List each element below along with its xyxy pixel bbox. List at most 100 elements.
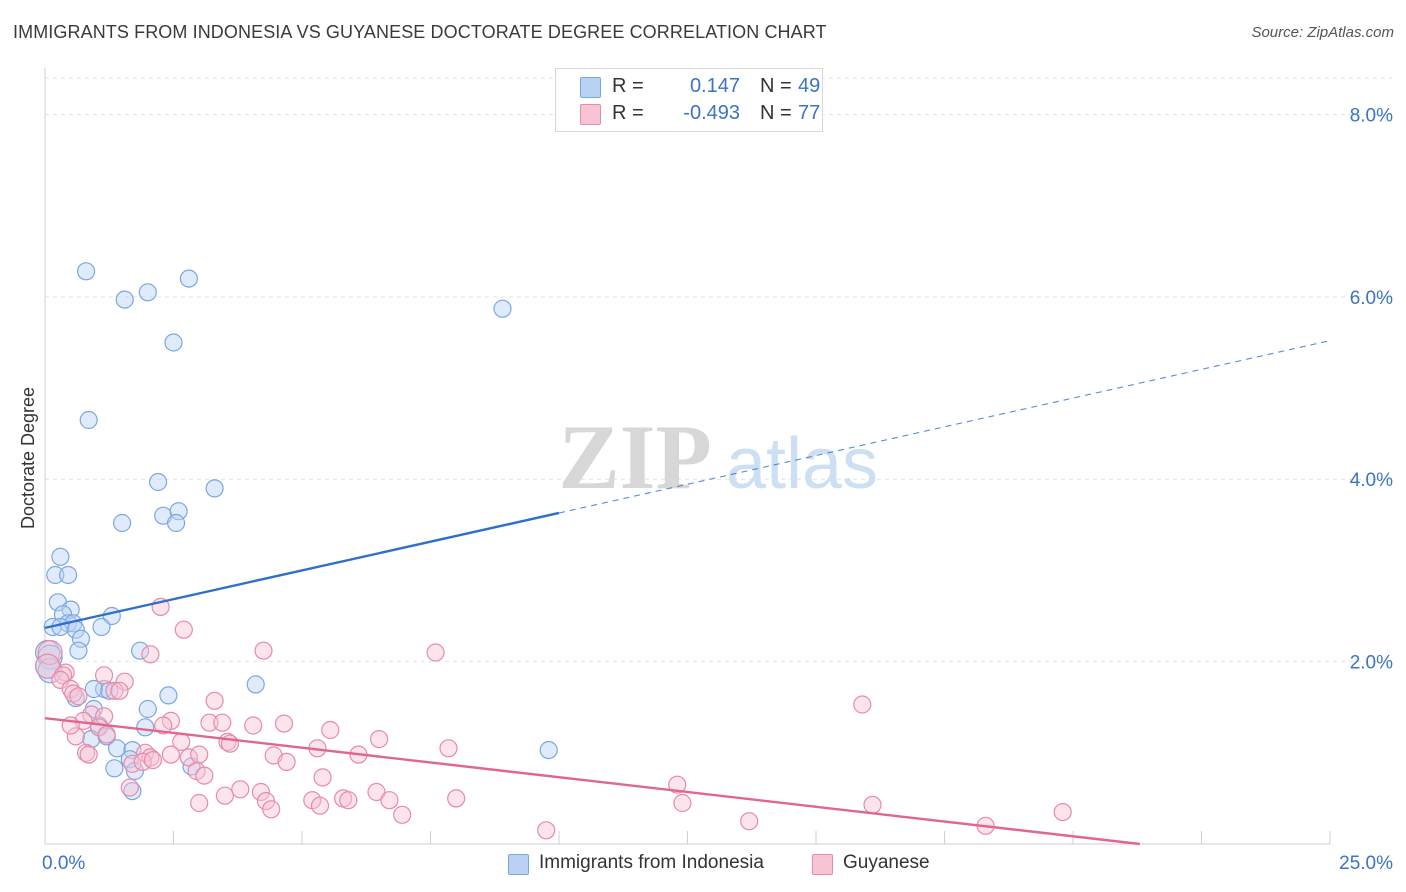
guyanese-point: [69, 687, 88, 706]
legend-r-label: R =: [612, 102, 644, 124]
watermark-atlas: atlas: [726, 424, 878, 504]
data-points: [34, 262, 1072, 840]
legend-swatch-guyanese: [580, 104, 601, 125]
y-tick-label: 6.0%: [1350, 288, 1393, 309]
legend-n-label: N =: [760, 102, 792, 124]
series-legend-label-guyanese: Guyanese: [843, 852, 930, 873]
indonesia-point: [51, 617, 70, 637]
guyanese-point: [105, 681, 124, 700]
indonesia-point: [71, 629, 91, 648]
indonesia-point: [125, 761, 144, 781]
guyanese-point: [51, 670, 70, 690]
indonesia-point: [107, 739, 127, 758]
guyanese-point: [274, 714, 294, 733]
indonesia-point: [138, 283, 157, 302]
indonesia-point: [179, 269, 198, 288]
guyanese-point: [213, 713, 232, 732]
guyanese-point: [321, 720, 340, 740]
guyanese-point: [79, 745, 98, 764]
guyanese-point: [537, 821, 556, 840]
guyanese-point: [251, 782, 270, 802]
indonesia-point: [164, 333, 183, 352]
guyanese-point: [115, 672, 134, 691]
legend-r-value-indonesia: 0.147: [689, 75, 740, 97]
watermark: ZIP atlas: [558, 406, 878, 508]
guyanese-point: [740, 812, 759, 831]
y-tick-label: 4.0%: [1350, 470, 1393, 491]
legend-n-value-indonesia: 49: [798, 75, 821, 97]
guyanese-point: [853, 695, 872, 714]
indonesia-point: [105, 759, 124, 778]
stats-legend: R = 0.147 N = 49 R = -0.493 N = 77: [555, 68, 823, 132]
guyanese-point: [174, 620, 193, 639]
x-tick-label: 25.0%: [1339, 853, 1393, 874]
indonesia-point: [69, 641, 88, 660]
trend-lines: [44, 340, 1331, 846]
indonesia-point: [138, 699, 157, 719]
guyanese-point: [673, 793, 692, 813]
indonesia-point: [205, 479, 224, 498]
guyanese-point: [97, 725, 116, 744]
indonesia-point: [136, 718, 155, 737]
indonesia-point: [92, 617, 111, 637]
y-axis-title: Doctorate Degree: [18, 387, 38, 529]
guyanese-point: [154, 716, 173, 735]
indonesia-point: [493, 299, 512, 318]
watermark-zip: ZIP: [558, 406, 711, 508]
legend-n-label: N =: [760, 75, 792, 97]
legend-n-value-guyanese: 77: [798, 102, 821, 124]
guyanese-point: [426, 643, 445, 662]
legend-r-label: R =: [612, 75, 644, 97]
indonesia-point: [112, 513, 132, 533]
guyanese-point: [310, 796, 330, 815]
indonesia-point: [76, 262, 96, 281]
guyanese-point: [66, 727, 85, 746]
guyanese-point: [863, 795, 882, 814]
series-legend-label-indonesia: Immigrants from Indonesia: [539, 852, 764, 873]
guyanese-point: [262, 800, 281, 819]
guyanese-point: [244, 716, 263, 735]
indonesia-point: [159, 686, 178, 705]
guyanese-point: [76, 743, 96, 762]
guyanese-point: [439, 739, 458, 758]
guyanese-point: [190, 793, 209, 813]
guyanese-point: [94, 666, 114, 685]
indonesia-point: [149, 472, 168, 492]
guyanese-point: [1053, 802, 1072, 822]
indonesia-point: [46, 565, 65, 585]
guyanese-point: [110, 681, 129, 700]
guyanese-point: [668, 775, 687, 794]
series-legend-swatch-indonesia: [508, 854, 529, 875]
axes: [44, 68, 1331, 845]
indonesia-point: [58, 565, 78, 585]
guyanese-point: [143, 750, 162, 770]
series-legend-swatch-guyanese: [812, 854, 833, 875]
legend-r-value-guyanese: -0.493: [683, 102, 740, 124]
guyanese-point: [339, 791, 358, 810]
chart-title: IMMIGRANTS FROM INDONESIA VS GUYANESE DO…: [13, 22, 827, 42]
indonesia-point: [169, 502, 188, 521]
indonesia-point: [115, 290, 134, 309]
guyanese-point: [161, 745, 180, 764]
indonesia-trend-line: [44, 511, 560, 630]
axis-labels: 2.0% 4.0% 6.0% 8.0% 0.0% 25.0% Doctorate Degre…: [18, 105, 1393, 874]
indonesia-point: [167, 513, 186, 533]
guyanese-trend-line: [44, 716, 1140, 846]
guyanese-point: [254, 641, 273, 660]
x-tick-label: 0.0%: [42, 853, 85, 874]
guyanese-point: [277, 752, 296, 772]
y-tick-label: 8.0%: [1350, 105, 1393, 126]
source-label: Source: ZipAtlas.com: [1251, 24, 1394, 41]
indonesia-point: [79, 410, 98, 430]
guyanese-point: [205, 691, 224, 710]
indonesia-point: [131, 641, 150, 660]
guyanese-point: [141, 645, 160, 664]
guyanese-point: [380, 791, 399, 810]
guyanese-point: [179, 748, 198, 767]
guyanese-point: [200, 713, 219, 732]
indonesia-point: [246, 675, 265, 694]
guyanese-point: [393, 805, 412, 824]
indonesia-point: [84, 679, 103, 699]
guyanese-point: [313, 768, 332, 787]
